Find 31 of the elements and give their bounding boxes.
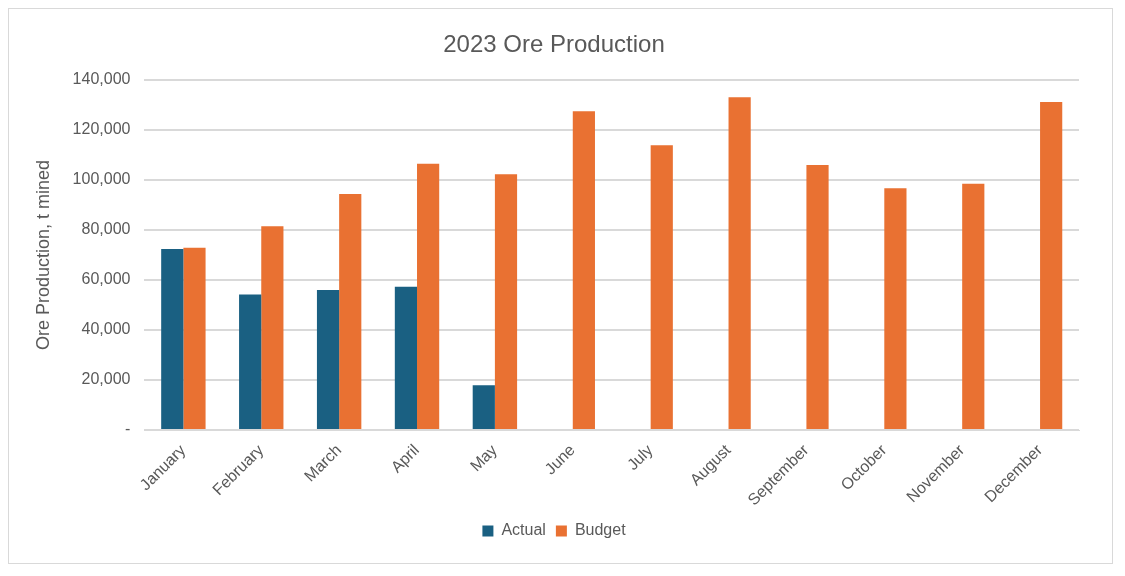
bar xyxy=(394,286,418,430)
bar xyxy=(572,111,595,430)
bar xyxy=(728,97,751,430)
chart-title: 2023 Ore Production xyxy=(443,30,665,58)
y-tick-label: 60,000 xyxy=(81,270,131,288)
legend-label: Actual xyxy=(501,521,546,539)
y-tick-label: 140,000 xyxy=(72,70,131,88)
y-axis-title: Ore Production, t mined xyxy=(32,159,53,350)
y-tick-label: 40,000 xyxy=(81,320,131,338)
bar xyxy=(962,183,985,430)
bar xyxy=(316,289,340,430)
bar xyxy=(494,174,518,430)
legend-label: Budget xyxy=(574,521,627,539)
x-tick-label: May xyxy=(466,441,501,475)
bar xyxy=(472,385,495,430)
bar xyxy=(183,247,206,430)
bar xyxy=(339,193,362,430)
y-tick-label: 20,000 xyxy=(81,370,131,388)
y-tick-label: 100,000 xyxy=(72,170,131,188)
y-tick-label: 120,000 xyxy=(72,120,131,138)
bar xyxy=(1040,102,1063,430)
bar xyxy=(161,248,184,430)
bar xyxy=(806,165,829,430)
y-tick-label: - xyxy=(125,420,131,438)
bar xyxy=(417,163,440,430)
bar xyxy=(650,145,673,430)
y-tick-label: 80,000 xyxy=(81,220,131,238)
bar xyxy=(884,188,907,430)
bar xyxy=(239,294,262,430)
x-tick-label: July xyxy=(623,441,656,474)
bar xyxy=(261,226,284,430)
